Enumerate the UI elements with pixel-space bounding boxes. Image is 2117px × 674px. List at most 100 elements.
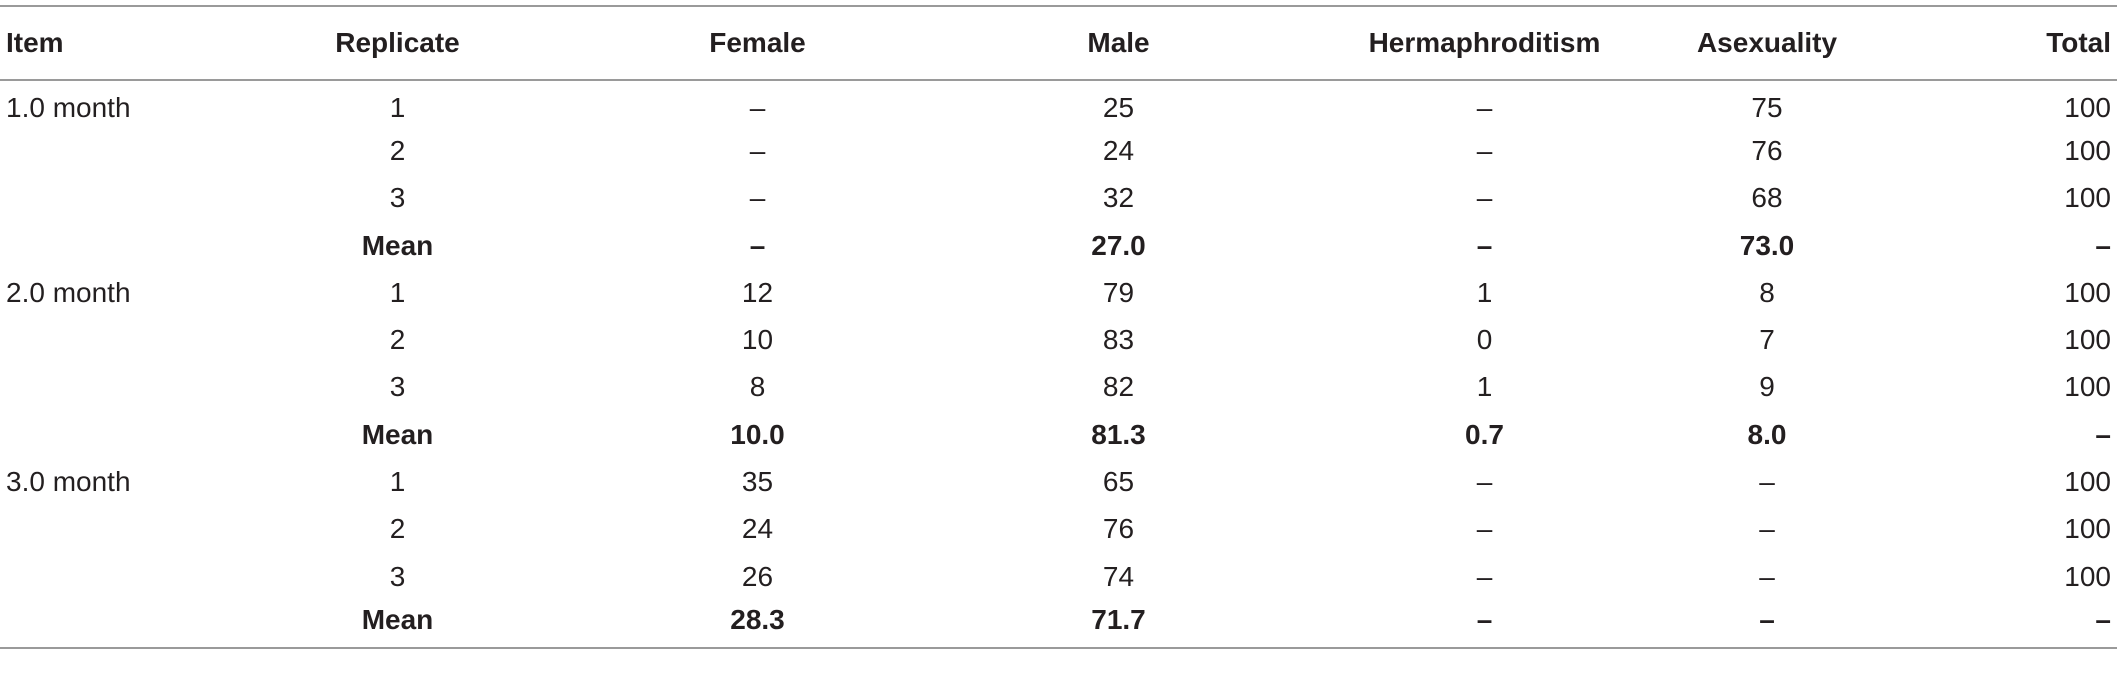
cell-asexuality: –: [1759, 560, 1775, 592]
cell-hermaphroditism: 1: [1476, 276, 1493, 308]
cell-total: 100: [2064, 513, 2111, 545]
cell-total: 100: [2064, 276, 2111, 308]
cell-male: 27.0: [1091, 229, 1146, 261]
cell-hermaphroditism: –: [1476, 466, 1493, 498]
table-row: 3 – 32 – 68 100: [0, 175, 2117, 222]
cell-hermaphroditism: –: [1476, 560, 1493, 592]
cell-hermaphroditism: –: [1476, 513, 1493, 545]
cell-hermaphroditism: 0.7: [1465, 418, 1504, 450]
table-row: 2 10 83 0 7 100: [0, 316, 2117, 363]
cell-total: –: [2095, 418, 2111, 450]
cell-total: –: [1867, 600, 2117, 649]
cell-asexuality: 73.0: [1739, 229, 1795, 261]
cell-item: 1.0 month: [6, 92, 131, 124]
cell-female: 28.3: [580, 600, 935, 649]
cell-hermaphroditism: –: [1476, 92, 1493, 124]
cell-female: 10: [741, 324, 774, 356]
cell-male: 81.3: [1091, 418, 1146, 450]
cell-asexuality: 8.0: [1747, 418, 1787, 450]
cell-total: 100: [2064, 560, 2111, 592]
table-header-row: Item Replicate Female Male Hermaphroditi…: [0, 5, 2117, 81]
cell-item: [0, 175, 215, 222]
cell-male: 25: [1102, 92, 1135, 124]
cell-item: [0, 316, 215, 363]
cell-replicate: Mean: [215, 600, 580, 649]
data-table: Item Replicate Female Male Hermaphroditi…: [0, 5, 2117, 649]
cell-replicate: 2: [389, 513, 406, 545]
cell-female: 26: [741, 560, 774, 592]
cell-male: 74: [1102, 560, 1135, 592]
cell-replicate: 2: [389, 134, 406, 166]
cell-hermaphroditism: –: [1476, 229, 1493, 261]
cell-item: [0, 411, 215, 458]
cell-female: –: [749, 92, 766, 124]
cell-male: 24: [1102, 134, 1135, 166]
cell-asexuality: 76: [1751, 134, 1783, 166]
cell-replicate: 1: [389, 92, 406, 124]
cell-female: 10.0: [730, 418, 785, 450]
cell-female: 24: [741, 513, 774, 545]
cell-replicate: 1: [389, 276, 406, 308]
header-replicate: Replicate: [215, 5, 580, 81]
cell-item: 3.0 month: [6, 466, 131, 498]
cell-total: 100: [2064, 466, 2111, 498]
table-row: 2 24 76 – – 100: [0, 506, 2117, 553]
table-row: 2 – 24 – 76 100: [0, 127, 2117, 174]
cell-total: 100: [2064, 182, 2111, 214]
cell-hermaphroditism: –: [1302, 600, 1667, 649]
cell-asexuality: –: [1667, 600, 1867, 649]
data-table-container: Item Replicate Female Male Hermaphroditi…: [0, 5, 2117, 649]
cell-replicate: 3: [389, 182, 406, 214]
cell-hermaphroditism: 0: [1476, 324, 1493, 356]
table-row: 3 8 82 1 9 100: [0, 364, 2117, 411]
table-row: Mean 28.3 71.7– – –: [0, 600, 2117, 649]
cell-asexuality: 75: [1751, 92, 1783, 124]
cell-replicate: 3: [389, 560, 406, 592]
cell-asexuality: –: [1759, 513, 1775, 545]
cell-female: –: [749, 134, 766, 166]
cell-total: 100: [2064, 134, 2111, 166]
cell-male: 32: [1102, 182, 1135, 214]
cell-female: 12: [741, 276, 774, 308]
table-row: 3 26 74 – – 100: [0, 553, 2117, 600]
cell-male: 71.7: [935, 600, 1302, 649]
cell-male: 76: [1102, 513, 1135, 545]
cell-replicate: 2: [389, 324, 406, 356]
cell-hermaphroditism: 1: [1476, 371, 1493, 403]
header-item: Item: [0, 5, 215, 81]
cell-item: [0, 600, 215, 649]
cell-total: 100: [2064, 371, 2111, 403]
cell-item: [0, 553, 215, 600]
header-female: Female: [580, 5, 935, 81]
cell-male: 82: [1102, 371, 1135, 403]
header-hermaphroditism: Hermaphroditism: [1302, 5, 1667, 81]
cell-asexuality: 9: [1759, 371, 1775, 403]
table-row: 2.0 month 1 12 79 1 8 100: [0, 269, 2117, 316]
cell-replicate: 1: [389, 466, 406, 498]
cell-total: 100: [2064, 92, 2111, 124]
cell-asexuality: 8: [1759, 276, 1775, 308]
cell-female: 8: [749, 371, 766, 403]
cell-item: [0, 127, 215, 174]
cell-total: 100: [2064, 324, 2111, 356]
cell-hermaphroditism: –: [1476, 134, 1493, 166]
cell-item: [0, 222, 215, 269]
cell-male: 83: [1102, 324, 1135, 356]
cell-female: –: [749, 182, 766, 214]
cell-replicate: Mean: [361, 229, 434, 261]
cell-replicate: Mean: [361, 418, 434, 450]
header-total: Total: [1867, 5, 2117, 81]
table-row: 3.0 month 1 35 65 – – 100: [0, 458, 2117, 505]
table-row: Mean 10.0 81.3 0.7 8.0 –: [0, 411, 2117, 458]
cell-male: 65: [1102, 466, 1135, 498]
cell-hermaphroditism: –: [1476, 182, 1493, 214]
cell-asexuality: 68: [1751, 182, 1783, 214]
cell-asexuality: 7: [1759, 324, 1775, 356]
cell-total: –: [2095, 229, 2111, 261]
table-row: 1.0 month 1 – 25 – 75 100: [0, 80, 2117, 127]
cell-female: –: [749, 229, 766, 261]
header-male: Male: [935, 5, 1302, 81]
cell-female: 35: [741, 466, 774, 498]
cell-item: [0, 364, 215, 411]
header-asexuality: Asexuality: [1667, 5, 1867, 81]
